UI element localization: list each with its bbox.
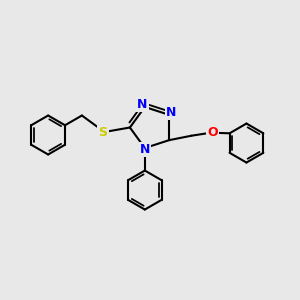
Text: S: S <box>98 125 107 139</box>
Text: N: N <box>140 143 150 156</box>
Text: O: O <box>207 126 218 139</box>
Text: N: N <box>166 106 177 119</box>
Text: N: N <box>137 98 148 111</box>
